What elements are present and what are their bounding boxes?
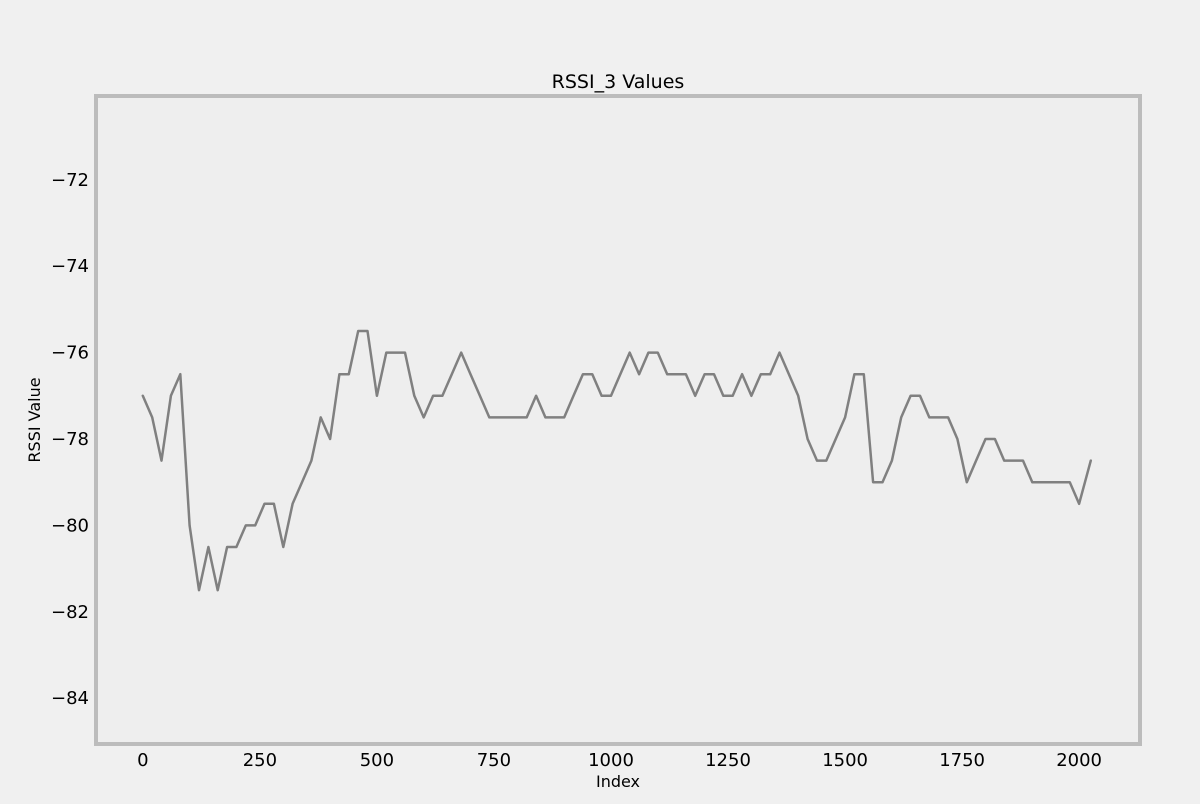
- series-layer: [141, 329, 1093, 592]
- y-tick-label: −80: [51, 515, 89, 536]
- y-tick-label: −76: [51, 343, 89, 364]
- plot-frame: [94, 94, 1142, 746]
- x-tick-label: 250: [243, 750, 277, 771]
- x-tick-label: 750: [477, 750, 511, 771]
- x-tick-label: 1750: [939, 750, 985, 771]
- y-tick-label: −82: [51, 602, 89, 623]
- y-axis-label: RSSI Value: [25, 377, 44, 462]
- y-tick-label: −72: [51, 170, 89, 191]
- plot-area: [96, 96, 1140, 744]
- y-tick-label: −78: [51, 429, 89, 450]
- x-axis-label: Index: [596, 772, 640, 791]
- x-tick-label: 1250: [705, 750, 751, 771]
- y-tick-label: −74: [51, 256, 89, 277]
- chart-title: RSSI_3 Values: [552, 71, 685, 93]
- y-tick-label: −84: [51, 688, 89, 709]
- x-tick-label: 1500: [822, 750, 868, 771]
- x-axis-ticks: 0 250 500 750 1000 1250 1500 1750 2000: [137, 750, 1102, 771]
- x-tick-label: 500: [360, 750, 394, 771]
- x-tick-label: 1000: [588, 750, 634, 771]
- x-tick-label: 2000: [1056, 750, 1102, 771]
- series-line-0: [141, 329, 1093, 592]
- x-tick-label: 0: [137, 750, 148, 771]
- y-axis-ticks: −84 −82 −80 −78 −76 −74 −72: [51, 170, 89, 709]
